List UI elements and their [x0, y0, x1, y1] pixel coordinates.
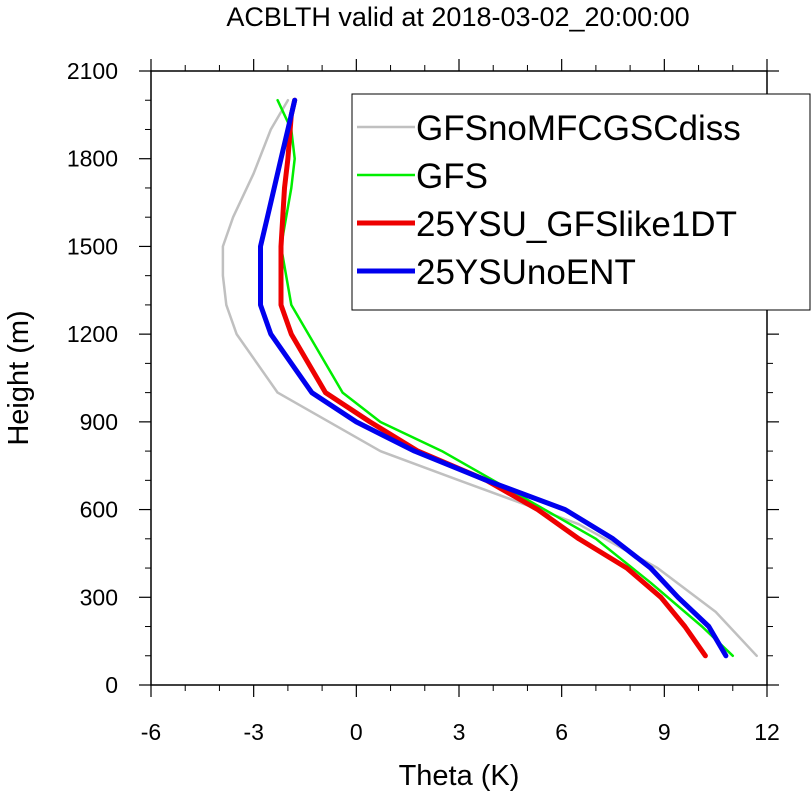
legend-label: 25YSU_GFSlike1DT — [416, 205, 737, 244]
y-tick-label: 2100 — [67, 58, 118, 84]
x-tick-label: 9 — [658, 719, 671, 745]
x-tick-label: 6 — [555, 719, 568, 745]
y-axis-label: Height (m) — [3, 310, 35, 445]
y-tick-label: 300 — [80, 584, 118, 610]
y-tick-label: 1800 — [67, 146, 118, 172]
x-tick-label: -3 — [243, 719, 263, 745]
x-tick-label: 3 — [453, 719, 466, 745]
y-tick-label: 1500 — [67, 233, 118, 259]
x-tick-label: 0 — [350, 719, 363, 745]
legend-box — [351, 93, 811, 311]
legend-label: 25YSUnoENT — [416, 253, 636, 292]
series-line-25ysu-gfslike1dt — [278, 97, 708, 659]
x-tick-label: 12 — [754, 719, 780, 745]
legend: GFSnoMFCGSCdiss GFS 25YSU_GFSlike1DT 25YSUn… — [351, 93, 811, 311]
x-tick-label: -6 — [141, 719, 161, 745]
series-line-gfs — [276, 98, 735, 658]
x-axis-label: Theta (K) — [399, 760, 520, 792]
x-axis-ticks: -6 -3 0 3 6 9 12 — [141, 59, 780, 745]
legend-label: GFS — [416, 157, 488, 196]
y-tick-label: 0 — [105, 672, 118, 698]
series-layer — [221, 97, 758, 659]
y-tick-label: 600 — [80, 497, 118, 523]
y-tick-label: 900 — [80, 409, 118, 435]
series-line-25ysunoent — [258, 97, 729, 659]
legend-label: GFSnoMFCGSCdiss — [416, 109, 741, 148]
chart-title: ACBLTH valid at 2018-03-02_20:00:00 — [226, 2, 689, 32]
y-tick-label: 1200 — [67, 321, 118, 347]
y-axis-ticks: 0 300 600 900 1200 1500 1800 2100 — [67, 58, 779, 698]
